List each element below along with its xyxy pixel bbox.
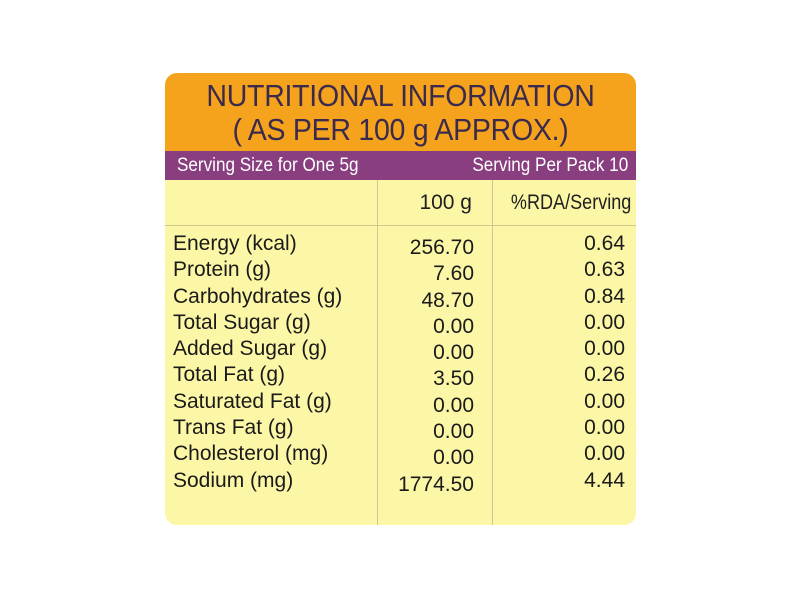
nutrient-name: Total Fat (g) xyxy=(173,363,286,387)
nutrient-amount: 0.00 xyxy=(433,314,474,338)
amount-column-header: 100 g xyxy=(419,191,472,214)
nutrition-label: NUTRITIONAL INFORMATION ( AS PER 100 g A… xyxy=(165,73,636,525)
nutrient-name: Added Sugar (g) xyxy=(173,337,328,361)
column-divider xyxy=(377,180,378,525)
serving-size: Serving Size for One 5g xyxy=(177,155,359,176)
nutrient-amount: 0.00 xyxy=(433,446,474,470)
nutrient-rda: 0.00 xyxy=(584,442,625,466)
header-divider xyxy=(165,225,636,226)
nutrient-name: Cholesterol (mg) xyxy=(173,442,329,466)
nutrient-name: Sodium (mg) xyxy=(173,468,294,492)
nutrient-row: Sodium (mg) 1774.50 4.44 xyxy=(165,468,636,496)
nutrient-name: Saturated Fat (g) xyxy=(173,389,332,413)
nutrient-rda: 0.84 xyxy=(584,284,625,308)
rda-column-header: %RDA/Serving xyxy=(510,191,632,214)
nutrient-amount: 0.00 xyxy=(433,341,474,365)
nutrient-rda: 4.44 xyxy=(584,468,625,492)
nutrient-amount: 7.60 xyxy=(433,262,474,286)
nutrient-name: Total Sugar (g) xyxy=(173,310,311,334)
nutrient-name: Trans Fat (g) xyxy=(173,416,294,440)
title-band: NUTRITIONAL INFORMATION ( AS PER 100 g A… xyxy=(165,73,636,151)
column-divider xyxy=(492,180,493,525)
nutrient-row: Added Sugar (g) 0.00 0.00 xyxy=(165,336,636,364)
title-line-2: ( AS PER 100 g APPROX.) xyxy=(232,112,569,147)
nutrient-table: Energy (kcal) 256.70 0.64 Protein (g) 7.… xyxy=(165,231,636,496)
servings-per-pack: Serving Per Pack 10 xyxy=(472,155,628,176)
nutrient-amount: 0.00 xyxy=(433,420,474,444)
nutrient-amount: 48.70 xyxy=(421,288,474,312)
nutrient-amount: 256.70 xyxy=(409,236,474,259)
nutrient-rda: 0.00 xyxy=(584,416,625,440)
title-line-1: NUTRITIONAL INFORMATION xyxy=(206,78,595,113)
nutrient-rda: 0.63 xyxy=(584,258,625,282)
nutrient-rda: 0.26 xyxy=(584,363,625,387)
nutrient-rda: 0.00 xyxy=(584,337,625,361)
nutrient-rda: 0.64 xyxy=(584,232,625,255)
nutrient-row: Saturated Fat (g) 0.00 0.00 xyxy=(165,389,636,417)
nutrient-row: Trans Fat (g) 0.00 0.00 xyxy=(165,415,636,443)
nutrient-row: Cholesterol (mg) 0.00 0.00 xyxy=(165,441,636,469)
nutrient-rda: 0.00 xyxy=(584,389,625,413)
nutrient-rda: 0.00 xyxy=(584,310,625,334)
nutrient-amount: 1774.50 xyxy=(398,472,474,496)
nutrient-row: Protein (g) 7.60 0.63 xyxy=(165,257,636,285)
nutrient-name: Energy (kcal) xyxy=(173,232,297,255)
nutrient-row: Energy (kcal) 256.70 0.64 xyxy=(165,231,636,259)
nutrient-name: Protein (g) xyxy=(173,258,272,282)
nutrient-row: Total Fat (g) 3.50 0.26 xyxy=(165,362,636,390)
nutrient-amount: 0.00 xyxy=(433,393,474,417)
nutrient-amount: 3.50 xyxy=(433,367,474,391)
nutrient-row: Carbohydrates (g) 48.70 0.84 xyxy=(165,284,636,312)
serving-band: Serving Size for One 5g Serving Per Pack… xyxy=(165,151,636,180)
nutrient-row: Total Sugar (g) 0.00 0.00 xyxy=(165,310,636,338)
nutrient-name: Carbohydrates (g) xyxy=(173,284,343,308)
